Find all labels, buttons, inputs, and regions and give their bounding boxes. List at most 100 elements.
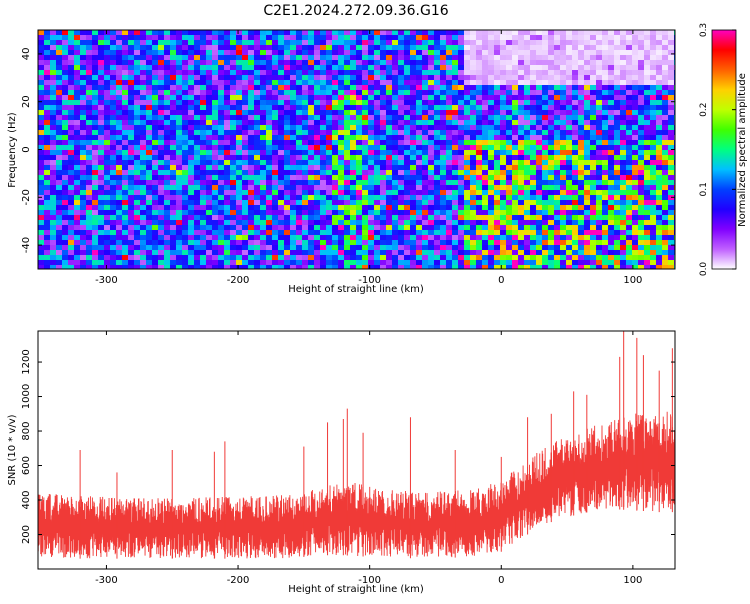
heatmap-cell (482, 100, 489, 106)
heatmap-cell (620, 240, 627, 246)
heatmap-cell (272, 235, 279, 241)
heatmap-cell (644, 210, 651, 216)
heatmap-cell (80, 225, 87, 231)
heatmap-cell (344, 40, 351, 46)
heatmap-cell (398, 260, 405, 266)
heatmap-cell (290, 45, 297, 51)
heatmap-cell (110, 125, 117, 131)
heatmap-cell (500, 210, 507, 216)
heatmap-cell (62, 245, 69, 251)
heatmap-cell (596, 145, 603, 151)
heatmap-cell (146, 60, 153, 66)
heatmap-cell (494, 165, 501, 171)
heatmap-cell (368, 100, 375, 106)
heatmap-cell (578, 170, 585, 176)
heatmap-cell (488, 95, 495, 101)
heatmap-cell (236, 210, 243, 216)
heatmap-cell (614, 110, 621, 116)
heatmap-cell (530, 240, 537, 246)
heatmap-cell (476, 120, 483, 126)
heatmap-cell (164, 50, 171, 56)
heatmap-cell (386, 190, 393, 196)
heatmap-cell (344, 210, 351, 216)
heatmap-cell (236, 50, 243, 56)
heatmap-cell (182, 45, 189, 51)
heatmap-cell (122, 225, 129, 231)
heatmap-cell (596, 165, 603, 171)
heatmap-cell (314, 120, 321, 126)
heatmap-cell (470, 225, 477, 231)
heatmap-cell (44, 40, 51, 46)
heatmap-cell (224, 175, 231, 181)
heatmap-cell (554, 255, 561, 261)
heatmap-cell (524, 75, 531, 81)
heatmap-cell (110, 90, 117, 96)
heatmap-cell (86, 205, 93, 211)
heatmap-cell (74, 35, 81, 41)
heatmap-cell (398, 50, 405, 56)
heatmap-cell (158, 30, 165, 36)
heatmap-cell (392, 100, 399, 106)
heatmap-cell (440, 45, 447, 51)
heatmap-cell (176, 230, 183, 236)
heatmap-cell (434, 60, 441, 66)
heatmap-cell (110, 35, 117, 41)
heatmap-cell (188, 245, 195, 251)
heatmap-cell (482, 190, 489, 196)
heatmap-cell (506, 250, 513, 256)
heatmap-cell (476, 90, 483, 96)
heatmap-cell (434, 165, 441, 171)
heatmap-cell (86, 255, 93, 261)
heatmap-cell (512, 165, 519, 171)
heatmap-cell (254, 240, 261, 246)
heatmap-cell (458, 85, 465, 91)
heatmap-cell (176, 205, 183, 211)
heatmap-cell (212, 260, 219, 266)
heatmap-cell (344, 150, 351, 156)
heatmap-cell (290, 70, 297, 76)
heatmap-cell (512, 60, 519, 66)
heatmap-cell (482, 165, 489, 171)
heatmap-cell (98, 100, 105, 106)
heatmap-cell (638, 125, 645, 131)
heatmap-cell (68, 45, 75, 51)
heatmap-cell (638, 210, 645, 216)
heatmap-cell (146, 75, 153, 81)
heatmap-cell (194, 105, 201, 111)
heatmap-cell (404, 70, 411, 76)
heatmap-cell (302, 120, 309, 126)
heatmap-cell (374, 190, 381, 196)
heatmap-cell (218, 210, 225, 216)
heatmap-cell (452, 215, 459, 221)
heatmap-cell (104, 60, 111, 66)
heatmap-cell (170, 95, 177, 101)
heatmap-cell (44, 145, 51, 151)
heatmap-cell (452, 165, 459, 171)
heatmap-cell (68, 130, 75, 136)
heatmap-cell (626, 225, 633, 231)
heatmap-cell (134, 160, 141, 166)
heatmap-cell (80, 145, 87, 151)
heatmap-cell (596, 125, 603, 131)
heatmap-cell (224, 105, 231, 111)
heatmap-cell (38, 110, 45, 116)
heatmap-cell (506, 75, 513, 81)
heatmap-cell (92, 195, 99, 201)
heatmap-cell (392, 40, 399, 46)
heatmap-cell (464, 60, 471, 66)
heatmap-cell (98, 150, 105, 156)
heatmap-cell (602, 130, 609, 136)
heatmap-cell (584, 210, 591, 216)
heatmap-cell (650, 90, 657, 96)
heatmap-cell (506, 165, 513, 171)
heatmap-cell (158, 75, 165, 81)
heatmap-cell (296, 75, 303, 81)
heatmap-cell (356, 45, 363, 51)
heatmap-cell (176, 260, 183, 266)
heatmap-cell (110, 70, 117, 76)
heatmap-cell (74, 255, 81, 261)
heatmap-cell (116, 150, 123, 156)
heatmap-cell (338, 95, 345, 101)
heatmap-cell (416, 155, 423, 161)
heatmap-cell (356, 260, 363, 266)
